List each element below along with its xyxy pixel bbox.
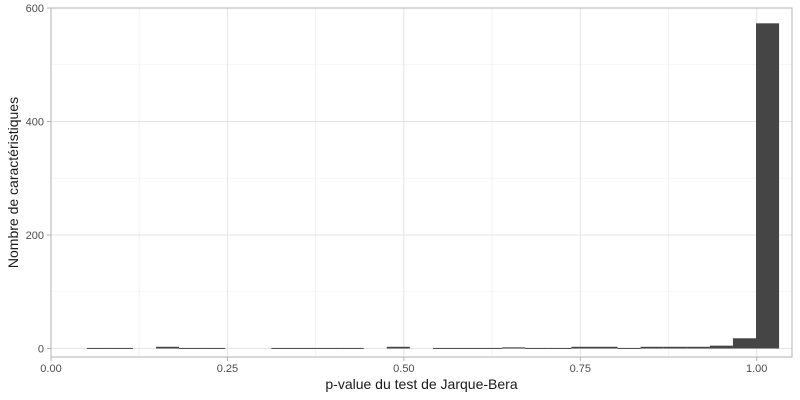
histogram-bar — [663, 346, 687, 349]
histogram-bar — [271, 347, 295, 349]
x-tick-label: 0.25 — [217, 363, 238, 375]
y-axis: 0 200 400 600 — [26, 3, 51, 355]
histogram-bar — [686, 346, 710, 349]
histogram-bar — [732, 338, 757, 349]
histogram-bar — [432, 347, 457, 349]
histogram-bar — [525, 347, 549, 349]
histogram-bar — [156, 346, 180, 349]
y-tick-label: 200 — [26, 230, 44, 242]
histogram-bar — [571, 346, 595, 349]
histogram-bar — [386, 346, 410, 349]
histogram-bars — [86, 23, 780, 349]
histogram-bar — [502, 347, 526, 349]
histogram-bar — [202, 347, 226, 349]
histogram-bar — [109, 347, 133, 349]
x-tick-label: 0.50 — [393, 363, 414, 375]
histogram-bar — [756, 23, 780, 349]
histogram-bar — [548, 347, 572, 349]
x-axis-title: p-value du test de Jarque-Bera — [325, 376, 517, 392]
histogram-bar — [340, 347, 364, 349]
histogram-bar — [709, 345, 733, 349]
histogram-bar — [179, 347, 203, 349]
y-tick-label: 600 — [26, 3, 44, 15]
x-tick-label: 1.00 — [746, 363, 767, 375]
histogram-bar — [86, 347, 110, 349]
x-axis: 0.00 0.25 0.50 0.75 1.00 — [40, 357, 767, 375]
panel-border — [50, 7, 793, 358]
x-tick-label: 0.00 — [40, 363, 61, 375]
histogram-bar — [317, 347, 341, 349]
histogram-bar — [640, 346, 664, 349]
y-tick-label: 0 — [38, 343, 44, 355]
y-axis-title: Nombre de caractéristiques — [5, 97, 21, 268]
y-tick-label: 400 — [26, 116, 44, 128]
minor-gridlines — [51, 8, 792, 357]
histogram-bar — [594, 346, 618, 349]
histogram-bar — [617, 347, 641, 349]
histogram-bar — [479, 347, 503, 349]
histogram-bar — [294, 347, 318, 349]
x-tick-label: 0.75 — [570, 363, 591, 375]
histogram-bar — [456, 347, 480, 349]
